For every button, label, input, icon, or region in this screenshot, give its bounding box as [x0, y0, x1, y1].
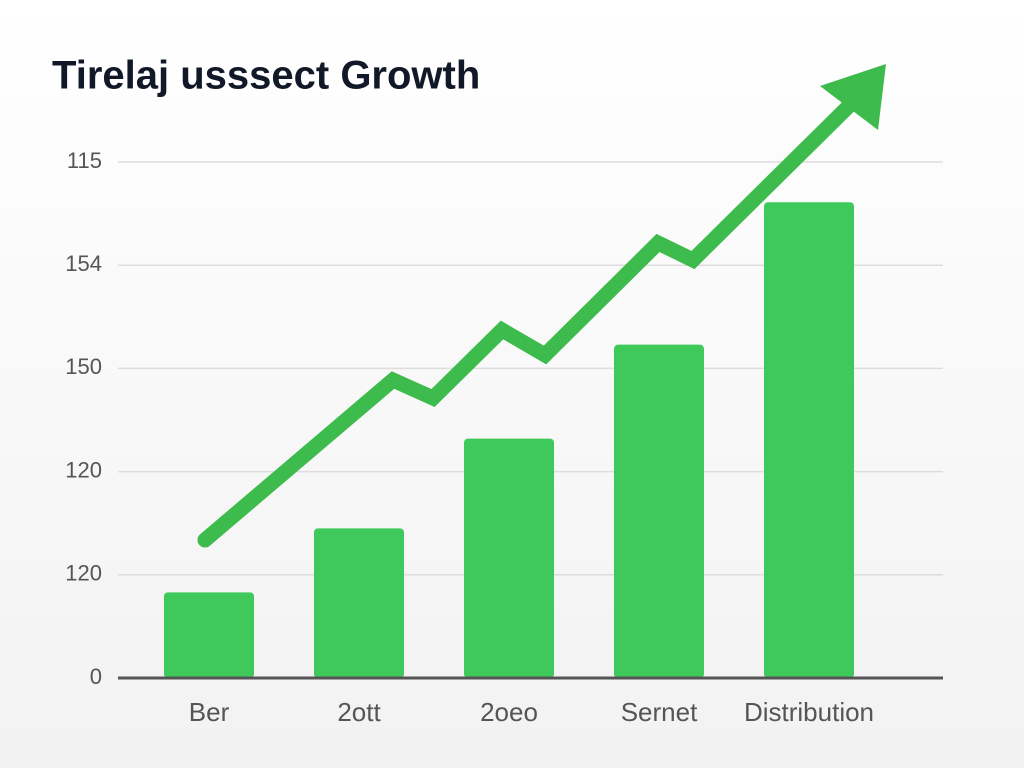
arrow-head [820, 64, 886, 130]
bar [764, 202, 854, 679]
x-tick-label: Sernet [621, 697, 698, 727]
y-tick-label: 0 [90, 664, 102, 689]
y-tick-label: 154 [65, 251, 102, 276]
y-tick-label: 120 [65, 457, 102, 482]
bar [464, 438, 554, 678]
chart-title: Tirelaj usssect Growth [52, 54, 480, 98]
bars [164, 202, 854, 679]
y-tick-label: 150 [65, 354, 102, 379]
y-tick-label: 115 [67, 148, 102, 173]
x-tick-label: Ber [189, 697, 230, 727]
bar [614, 344, 704, 678]
y-tick-label: 120 [65, 561, 102, 586]
bar [164, 592, 254, 678]
bar [314, 528, 404, 678]
trend-arrow [197, 89, 866, 548]
x-tick-label: 2ott [337, 697, 381, 727]
x-tick-label: 2oeo [480, 697, 538, 727]
x-tick-label: Distribution [744, 697, 874, 727]
